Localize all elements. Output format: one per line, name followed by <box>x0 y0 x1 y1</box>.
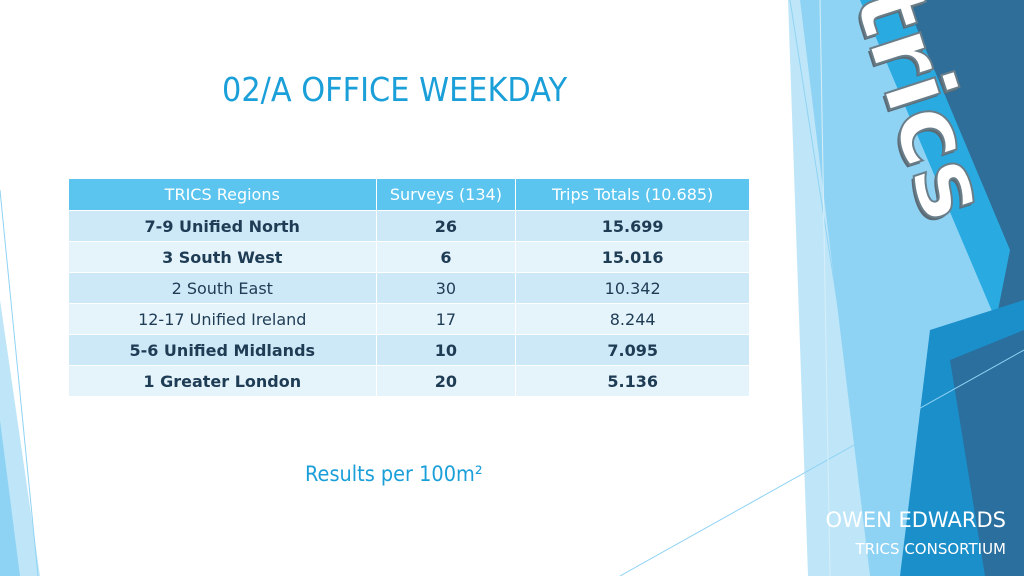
slide-title: 02/A OFFICE WEEKDAY <box>222 70 568 109</box>
surveys-cell: 17 <box>375 303 517 335</box>
table-row: 1 Greater London 20 5.136 <box>68 365 750 397</box>
surveys-cell: 6 <box>375 241 517 273</box>
trips-cell: 7.095 <box>515 334 750 366</box>
table-row: 12-17 Unified Ireland 17 8.244 <box>68 303 750 335</box>
table-row: 5-6 Unified Midlands 10 7.095 <box>68 334 750 366</box>
region-cell: 3 South West <box>68 241 377 273</box>
author-name: OWEN EDWARDS <box>825 508 1006 532</box>
results-table: TRICS Regions Surveys (134) Trips Totals… <box>68 178 750 397</box>
region-cell: 5-6 Unified Midlands <box>68 334 377 366</box>
region-cell: 1 Greater London <box>68 365 377 397</box>
table-row: 2 South East 30 10.342 <box>68 272 750 304</box>
table-row: 3 South West 6 15.016 <box>68 241 750 273</box>
column-header-regions: TRICS Regions <box>68 178 377 211</box>
surveys-cell: 20 <box>375 365 517 397</box>
region-cell: 12-17 Unified Ireland <box>68 303 377 335</box>
surveys-cell: 30 <box>375 272 517 304</box>
trips-cell: 5.136 <box>515 365 750 397</box>
table-header-row: TRICS Regions Surveys (134) Trips Totals… <box>68 178 750 211</box>
trips-cell: 8.244 <box>515 303 750 335</box>
results-note: Results per 100m² <box>305 462 483 486</box>
trips-cell: 15.699 <box>515 210 750 242</box>
trips-cell: 15.016 <box>515 241 750 273</box>
trips-cell: 10.342 <box>515 272 750 304</box>
surveys-cell: 26 <box>375 210 517 242</box>
region-cell: 2 South East <box>68 272 377 304</box>
surveys-cell: 10 <box>375 334 517 366</box>
table-row: 7-9 Unified North 26 15.699 <box>68 210 750 242</box>
column-header-surveys: Surveys (134) <box>375 178 517 211</box>
column-header-trips: Trips Totals (10.685) <box>515 178 750 211</box>
region-cell: 7-9 Unified North <box>68 210 377 242</box>
organization-name: TRICS CONSORTIUM <box>855 540 1006 558</box>
